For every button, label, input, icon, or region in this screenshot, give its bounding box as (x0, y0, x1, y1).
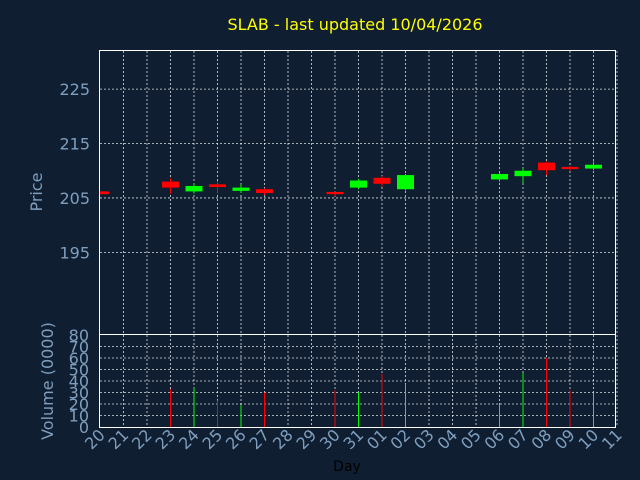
candle-body (256, 189, 273, 194)
x-axis-label: Day (333, 459, 361, 475)
candle-body (373, 177, 391, 184)
volume-tick-label: 50 (69, 361, 89, 380)
volume-tick-label: 40 (69, 372, 89, 391)
volume-tick-label: 20 (69, 395, 89, 414)
candle-body (185, 185, 203, 192)
candle-body (350, 180, 367, 188)
volume-tick-label: 30 (69, 384, 89, 403)
candle-31 (350, 178, 367, 190)
volume-tick-label: 70 (69, 338, 89, 357)
volume-axis-label: Volume (0000) (38, 322, 57, 440)
candle-body (326, 191, 344, 195)
candle-body (209, 184, 226, 188)
candle-06 (491, 172, 508, 182)
price-tick-label: 205 (59, 189, 90, 208)
candle-23 (162, 178, 179, 194)
price-tick-label: 195 (59, 243, 90, 262)
candle-20 (99, 190, 109, 195)
volume-tick-label: 80 (69, 326, 89, 345)
candle-10 (585, 161, 602, 171)
candle-02 (397, 173, 414, 191)
candle-body (514, 170, 532, 177)
candle-body (538, 162, 555, 171)
price-candles (99, 161, 602, 197)
price-y-tick-labels: 195 205 215 225 (59, 80, 90, 262)
candle-25 (209, 181, 226, 194)
price-tick-label: 225 (59, 80, 90, 99)
candle-30 (326, 191, 344, 197)
price-grid (100, 51, 618, 334)
candle-body (585, 164, 602, 169)
volume-tick-label: 10 (69, 407, 89, 426)
chart-title: SLAB - last updated 10/04/2026 (227, 15, 482, 34)
candle-body (232, 187, 250, 191)
candle-09 (561, 165, 579, 171)
volume-bars (170, 358, 594, 427)
volume-plot-frame (99, 334, 616, 428)
candle-08 (538, 161, 555, 176)
price-axis-label: Price (27, 172, 46, 211)
candle-body (397, 175, 414, 190)
day-tick-label: 11 (598, 425, 626, 453)
candle-body (100, 191, 109, 195)
volume-tick-label: 0 (79, 418, 89, 437)
candle-body (491, 173, 508, 180)
price-plot-frame (99, 50, 616, 335)
volume-tick-label: 60 (69, 349, 89, 368)
price-tick-label: 215 (59, 135, 90, 154)
candle-01 (373, 176, 391, 188)
candle-07 (514, 168, 532, 184)
candle-body (561, 166, 579, 170)
candle-26 (232, 184, 250, 194)
candle-24 (185, 183, 203, 194)
candle-27 (256, 188, 273, 196)
day-tick-labels: 2021222324252627282930310102030405060708… (81, 425, 626, 453)
candle-body (162, 181, 179, 188)
